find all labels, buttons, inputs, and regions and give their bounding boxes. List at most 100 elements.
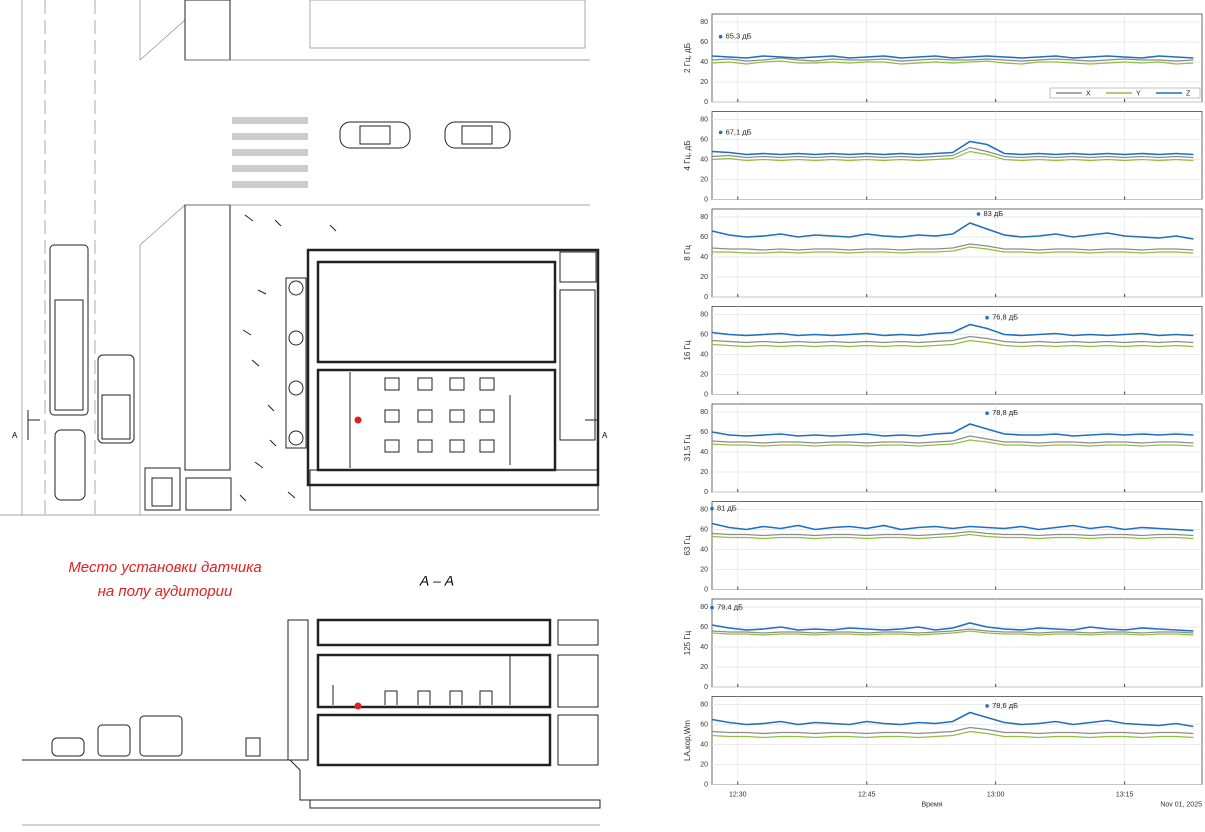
peak-marker [976,212,981,216]
legend-label: Z [1186,90,1191,97]
y-tick-label: 40 [700,156,708,163]
x-tick-label: 12:45 [858,791,876,798]
y-tick-label: 40 [700,546,708,553]
y-tick-label: 80 [700,311,708,318]
y-tick-label: 0 [704,294,708,301]
sensor-label: на полу аудитории [98,583,233,600]
peak-marker [710,605,714,610]
y-tick-label: 60 [700,624,708,631]
x-axis-label: Время [921,801,942,808]
y-tick-label: 80 [700,701,708,708]
plot-area [711,111,1203,200]
y-tick-label: 20 [700,566,708,573]
chart-stack: 0 20 40 60 80 2 Гц, дБ 65,3 дБ X Y Z 0 20 40 60 80 4 Гц… [683,13,1203,808]
series-line [711,140,1194,156]
y-tick-label: 60 [700,721,708,728]
peak-marker [985,315,989,320]
y-tick-label: 40 [700,254,708,261]
y-tick-label: 80 [700,409,708,416]
plot-area [711,306,1203,395]
series-line [711,55,1194,59]
section-view [22,618,601,826]
series-line [711,146,1194,159]
series-line [711,57,1194,62]
y-tick-label: 40 [700,449,708,456]
peak-marker [710,506,714,511]
series-line [711,339,1194,348]
y-tick-label: 0 [704,586,708,593]
peak-marker [718,130,723,135]
peak-label: 79,4 дБ [717,603,743,612]
y-tick-label: 40 [700,741,708,748]
plot-area [711,403,1203,493]
date-label: Nov 01, 2025 [1160,801,1202,808]
x-tick-label: 13:15 [1116,791,1134,798]
section-mark: А [12,431,18,440]
plot-area [711,208,1203,298]
x-tick-label: 12:30 [729,791,747,798]
y-tick-label: 20 [700,274,708,281]
y-tick-label: 60 [700,331,708,338]
peak-marker [718,34,723,39]
sensor-label: Место установки датчика [68,559,261,576]
peak-marker [985,411,989,416]
y-tick-label: 60 [700,234,708,241]
y-axis-label: 4 Гц, дБ [683,141,692,171]
peak-label: 67,1 дБ [726,127,752,136]
y-axis-label: 31,5 Гц [683,434,692,461]
series-line [712,246,1194,254]
y-tick-label: 60 [700,39,708,46]
series-line [711,522,1194,532]
series-line [711,530,1194,537]
y-tick-label: 80 [700,604,708,611]
y-tick-label: 60 [700,526,708,533]
x-tick-label: 13:00 [987,791,1005,798]
section-mark: А [602,431,608,440]
peak-label: 81 дБ [717,503,737,512]
y-tick-label: 80 [700,214,708,221]
y-tick-label: 0 [704,684,708,691]
y-tick-label: 20 [700,664,708,671]
series-line [711,622,1194,632]
y-axis-label: 2 Гц, дБ [683,43,692,73]
y-tick-label: 80 [700,19,708,26]
series-line [711,150,1194,162]
y-tick-label: 80 [700,116,708,123]
peak-label: 65,3 дБ [726,32,752,41]
series-line [711,711,1194,728]
series-line [711,630,1194,636]
peak-label: 76,8 дБ [992,313,1018,322]
legend-label: Y [1136,90,1141,97]
y-tick-label: 0 [704,489,708,496]
y-tick-label: 20 [700,761,708,768]
y-axis-label: 125 Гц [683,630,692,655]
y-axis-label: 16 Гц [683,340,692,360]
y-tick-label: 40 [700,644,708,651]
y-tick-label: 60 [700,136,708,143]
y-axis-label: 63 Гц [683,535,692,555]
series-line [711,435,1194,444]
series-line [711,243,1194,251]
y-axis-label: LA,кор,Wm [683,720,692,761]
series-line [711,533,1194,540]
plan-view [0,0,600,516]
series-line [711,323,1194,337]
series-line [711,628,1194,634]
series-line [711,730,1194,739]
series-line [711,439,1194,447]
y-tick-label: 0 [704,196,708,203]
peak-label: 78,6 дБ [992,701,1018,710]
y-tick-label: 20 [700,176,708,183]
section-title: А – А [419,573,454,589]
y-tick-label: 20 [700,371,708,378]
plot-area [711,696,1203,785]
peak-marker [985,704,989,708]
y-tick-label: 0 [704,391,708,398]
legend-label: X [1086,90,1091,97]
series-line [711,423,1194,437]
y-tick-label: 0 [704,99,708,106]
y-tick-label: 80 [700,506,708,513]
series-line [711,222,1194,240]
y-tick-label: 40 [700,59,708,66]
